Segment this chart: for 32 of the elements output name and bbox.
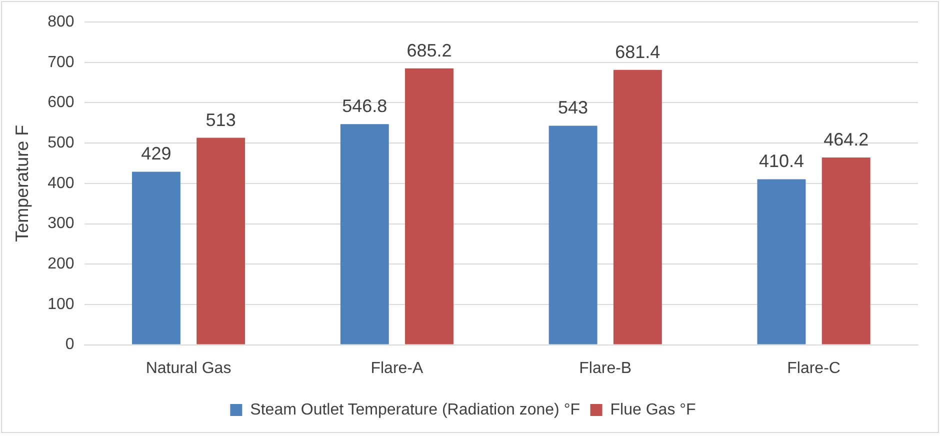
- y-tick-label: 800: [48, 13, 74, 30]
- y-tick-label: 200: [48, 256, 74, 273]
- y-tick-label: 100: [48, 296, 74, 313]
- y-axis-title: Temperature F: [12, 124, 32, 242]
- data-label: 464.2: [824, 129, 869, 150]
- data-label: 410.4: [758, 151, 804, 172]
- y-tick-label: 300: [48, 215, 74, 232]
- bar: [613, 70, 662, 344]
- bar: [196, 138, 246, 344]
- y-tick-label: 600: [48, 94, 74, 112]
- bar: [405, 68, 454, 344]
- bar: [548, 126, 598, 344]
- x-tick-label: Flare-C: [787, 360, 840, 377]
- bar: [340, 124, 389, 344]
- y-tick-label: 0: [65, 336, 74, 354]
- data-label: 681.4: [615, 42, 660, 62]
- legend-label: Flue Gas °F: [610, 401, 696, 418]
- data-label: 546.8: [342, 96, 388, 116]
- x-tick-label: Natural Gas: [146, 360, 232, 377]
- bar: [757, 179, 806, 344]
- bar: [822, 157, 870, 344]
- x-tick-label: Flare-A: [370, 360, 424, 377]
- legend-label: Steam Outlet Temperature (Radiation zone) °F: [250, 401, 580, 418]
- y-tick-label: 700: [48, 54, 74, 71]
- data-label: 543: [558, 98, 588, 118]
- data-label: 685.2: [406, 40, 452, 60]
- data-label: 429: [141, 144, 172, 164]
- bar: [132, 172, 180, 344]
- y-tick-label: 400: [48, 174, 74, 192]
- y-tick-label: 500: [48, 134, 74, 152]
- x-tick-label: Flare-B: [579, 360, 632, 377]
- data-label: 513: [206, 110, 236, 130]
